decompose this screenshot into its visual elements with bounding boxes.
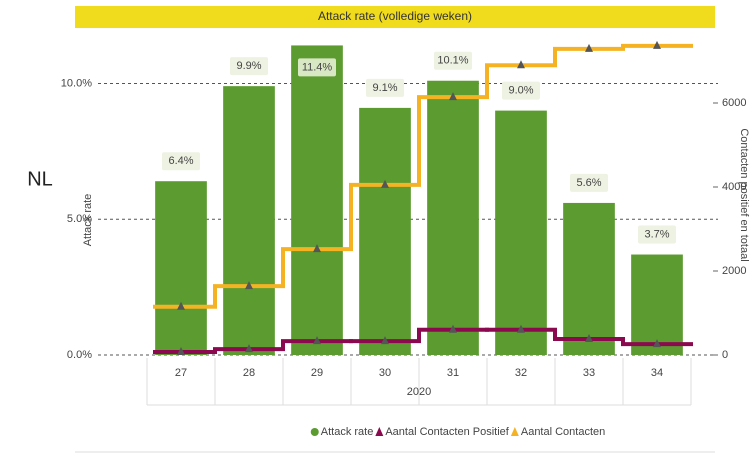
point-marker xyxy=(245,281,253,290)
data-label-box xyxy=(230,57,268,76)
x-tick-label: 28 xyxy=(243,367,255,379)
x-axis-title: 2020 xyxy=(407,386,431,398)
point-marker xyxy=(381,336,389,345)
point-marker xyxy=(653,339,661,348)
bar xyxy=(563,202,615,355)
data-label: 3.7% xyxy=(644,228,669,240)
point-marker xyxy=(177,301,185,310)
x-tick-label: 29 xyxy=(311,367,323,379)
title-bar xyxy=(75,6,715,28)
x-tick-label: 30 xyxy=(379,367,391,379)
point-marker xyxy=(313,244,321,253)
bar xyxy=(427,80,479,355)
point-marker xyxy=(381,179,389,188)
x-tick-label: 32 xyxy=(515,367,527,379)
data-label-box xyxy=(638,225,676,244)
legend-label: Aantal Contacten xyxy=(521,426,605,438)
data-label: 9.0% xyxy=(508,85,533,97)
bar xyxy=(155,181,207,355)
x-tick-label: 31 xyxy=(447,367,459,379)
bar xyxy=(631,254,683,355)
data-label-box xyxy=(434,51,472,70)
data-label: 9.9% xyxy=(236,60,261,72)
point-marker xyxy=(245,344,253,353)
bar xyxy=(359,107,411,355)
y-tick-label: 0.0% xyxy=(67,349,92,361)
data-label-box xyxy=(570,173,608,192)
bar xyxy=(291,45,343,356)
bar xyxy=(223,86,275,356)
data-label-box xyxy=(162,152,200,171)
point-marker xyxy=(653,40,661,49)
data-label: 9.1% xyxy=(372,82,397,94)
point-marker xyxy=(585,334,593,343)
x-tick-label: 33 xyxy=(583,367,595,379)
point-marker xyxy=(449,324,457,333)
data-label-box xyxy=(298,58,336,77)
point-marker xyxy=(313,336,321,345)
point-marker xyxy=(517,324,525,333)
legend-marker xyxy=(375,427,384,436)
data-label: 11.4% xyxy=(302,61,333,73)
y2-tick-label: 2000 xyxy=(722,265,746,277)
x-tick-label: 27 xyxy=(175,367,187,379)
y2-axis-title: Contacten positief en totaal xyxy=(738,128,750,261)
legend-label: Aantal Contacten Positief xyxy=(385,426,509,438)
data-label: 10.1% xyxy=(437,55,468,67)
point-marker xyxy=(585,43,593,52)
x-tick-label: 34 xyxy=(651,367,663,379)
page-label: NL xyxy=(27,168,53,190)
chart-title: Attack rate (volledige weken) xyxy=(318,9,472,23)
point-marker xyxy=(449,92,457,101)
data-label-box xyxy=(502,81,540,100)
point-marker xyxy=(177,347,185,356)
y2-tick-label: 6000 xyxy=(722,97,746,109)
data-label: 5.6% xyxy=(576,177,601,189)
legend-label: Attack rate xyxy=(321,426,374,438)
y-tick-label: 10.0% xyxy=(61,77,92,89)
y2-tick-label: 4000 xyxy=(722,181,746,193)
point-marker xyxy=(517,60,525,69)
data-label: 6.4% xyxy=(168,155,193,167)
data-label-box xyxy=(366,78,404,97)
y2-tick-label: 0 xyxy=(722,349,728,361)
y-tick-label: 5.0% xyxy=(67,213,92,225)
bar xyxy=(495,110,547,355)
y-axis-title: Attack rate xyxy=(82,194,94,247)
legend-marker xyxy=(510,427,519,436)
legend-marker xyxy=(310,428,319,436)
